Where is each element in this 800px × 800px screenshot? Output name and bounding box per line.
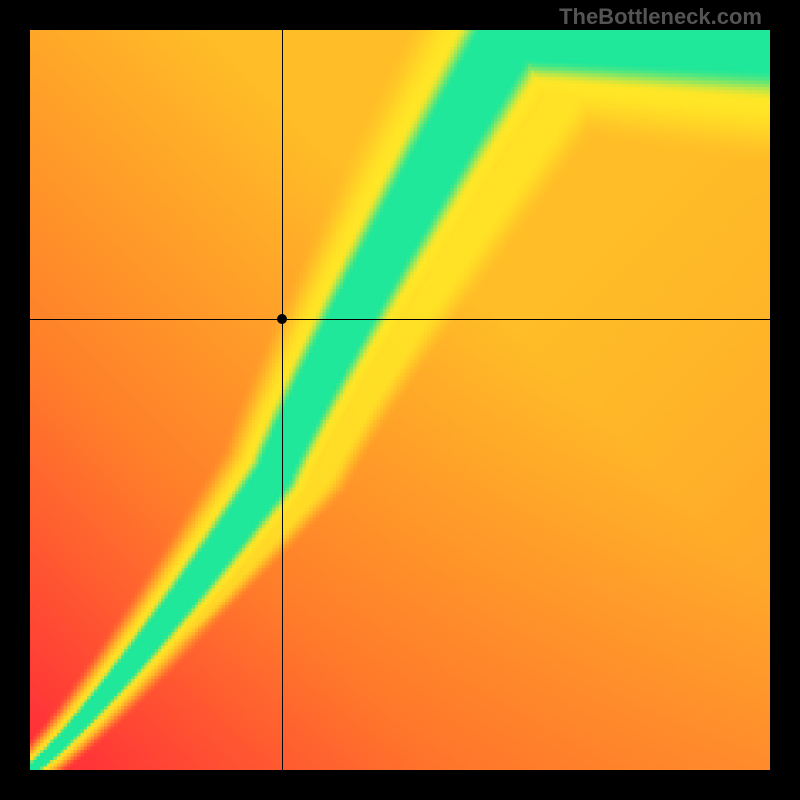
watermark: TheBottleneck.com — [559, 4, 762, 30]
marker-dot — [277, 314, 287, 324]
crosshair-vertical — [282, 30, 283, 770]
tick-below-marker — [282, 319, 283, 363]
root: TheBottleneck.com — [0, 0, 800, 800]
heatmap-canvas — [30, 30, 770, 770]
crosshair-horizontal — [30, 319, 770, 320]
heatmap-plot — [30, 30, 770, 770]
